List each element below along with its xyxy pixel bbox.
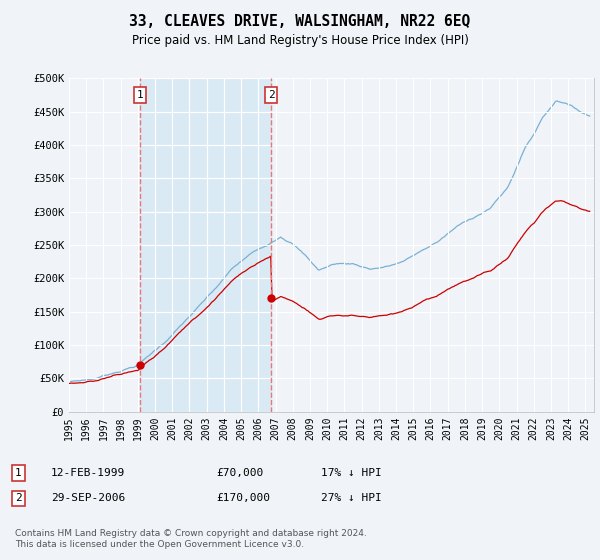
Text: 1: 1 <box>137 90 143 100</box>
Text: 2: 2 <box>268 90 275 100</box>
Text: 29-SEP-2006: 29-SEP-2006 <box>51 493 125 503</box>
Text: 1: 1 <box>15 468 22 478</box>
Text: Contains HM Land Registry data © Crown copyright and database right 2024.
This d: Contains HM Land Registry data © Crown c… <box>15 529 367 549</box>
Text: 27% ↓ HPI: 27% ↓ HPI <box>321 493 382 503</box>
Text: 17% ↓ HPI: 17% ↓ HPI <box>321 468 382 478</box>
Bar <box>140 78 271 412</box>
Text: 2: 2 <box>15 493 22 503</box>
Text: Price paid vs. HM Land Registry's House Price Index (HPI): Price paid vs. HM Land Registry's House … <box>131 34 469 46</box>
Text: 33, CLEAVES DRIVE, WALSINGHAM, NR22 6EQ: 33, CLEAVES DRIVE, WALSINGHAM, NR22 6EQ <box>130 14 470 29</box>
Text: 12-FEB-1999: 12-FEB-1999 <box>51 468 125 478</box>
Text: £70,000: £70,000 <box>216 468 263 478</box>
Text: £170,000: £170,000 <box>216 493 270 503</box>
